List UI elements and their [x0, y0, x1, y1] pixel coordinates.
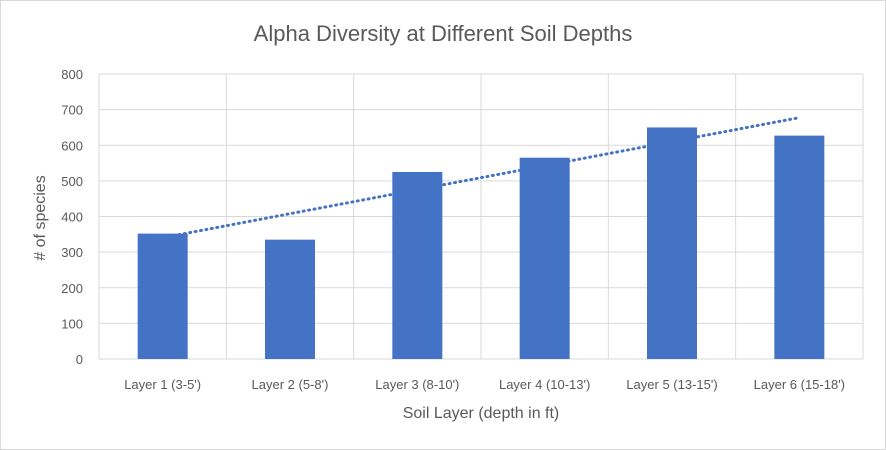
trendline	[161, 116, 801, 240]
bar	[519, 157, 570, 359]
x-tick-label: Layer 1 (3-5')	[124, 377, 201, 392]
y-axis-title: # of species	[32, 175, 49, 260]
y-axis-ticks: 0 100 200 300 400 500 600 700 800	[61, 67, 83, 367]
x-axis-ticks: Layer 1 (3-5') Layer 2 (5-8') Layer 3 (8-1…	[124, 377, 845, 392]
x-tick-label: Layer 6 (15-18')	[754, 377, 845, 392]
x-tick-label: Layer 5 (13-15')	[626, 377, 717, 392]
y-tick-label: 0	[76, 352, 83, 367]
y-tick-label: 700	[61, 103, 83, 118]
gridlines	[98, 73, 864, 360]
bar	[647, 127, 697, 359]
y-tick-label: 200	[61, 281, 83, 296]
bar	[392, 171, 443, 359]
bar	[774, 135, 825, 359]
y-tick-label: 600	[61, 138, 83, 153]
y-tick-label: 800	[61, 67, 83, 82]
chart-title: Alpha Diversity at Different Soil Depths	[254, 21, 633, 46]
x-tick-label: Layer 4 (10-13')	[499, 377, 590, 392]
bar	[265, 239, 315, 359]
y-tick-label: 300	[61, 245, 83, 260]
y-tick-label: 400	[61, 210, 83, 225]
x-tick-label: Layer 3 (8-10')	[375, 377, 459, 392]
y-tick-label: 500	[61, 174, 83, 189]
x-tick-label: Layer 2 (5-8')	[252, 377, 329, 392]
x-axis-title: Soil Layer (depth in ft)	[403, 405, 560, 422]
y-tick-label: 100	[61, 316, 83, 331]
bar	[137, 233, 188, 359]
bars	[137, 127, 825, 359]
